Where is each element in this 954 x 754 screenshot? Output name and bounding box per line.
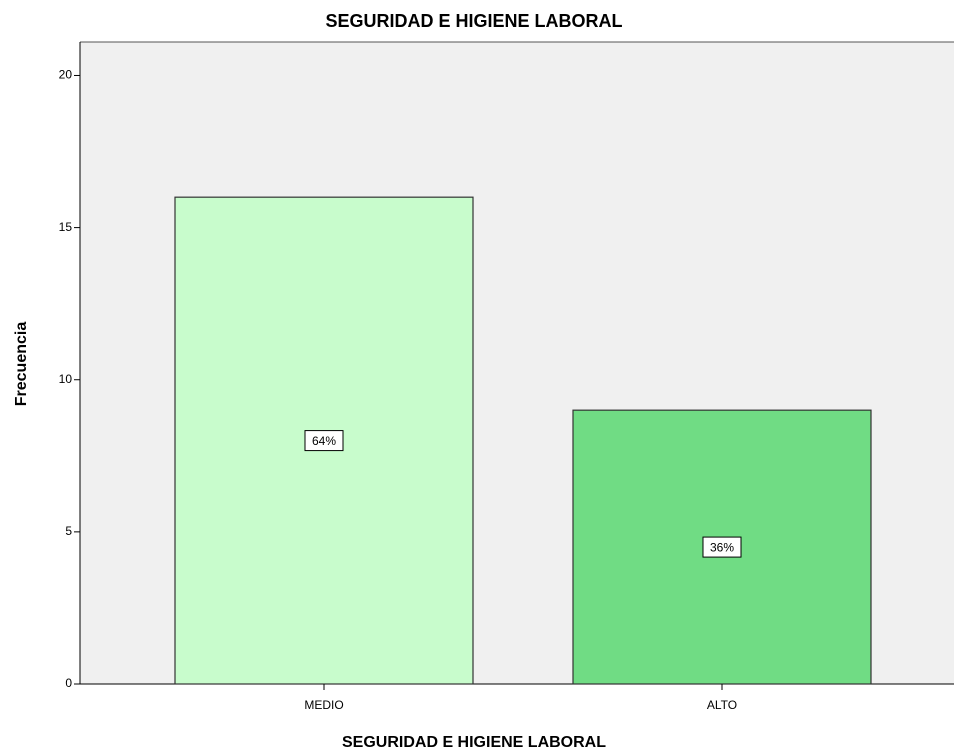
y-tick-label: 15: [59, 220, 73, 234]
x-axis-title: SEGURIDAD E HIGIENE LABORAL: [342, 734, 606, 751]
data-label: 64%: [312, 434, 336, 448]
x-tick-label: ALTO: [707, 698, 737, 712]
data-label-box: [304, 430, 344, 452]
data-label-box: [702, 536, 742, 558]
data-label: 36%: [710, 540, 734, 554]
y-tick-label: 0: [65, 676, 72, 690]
y-tick-label: 5: [65, 524, 72, 538]
y-tick-label: 10: [59, 372, 73, 386]
chart-title: SEGURIDAD E HIGIENE LABORAL: [325, 11, 622, 31]
y-axis-title: Frecuencia: [13, 322, 30, 407]
x-tick-label: MEDIO: [304, 698, 343, 712]
y-tick-label: 20: [59, 68, 73, 82]
